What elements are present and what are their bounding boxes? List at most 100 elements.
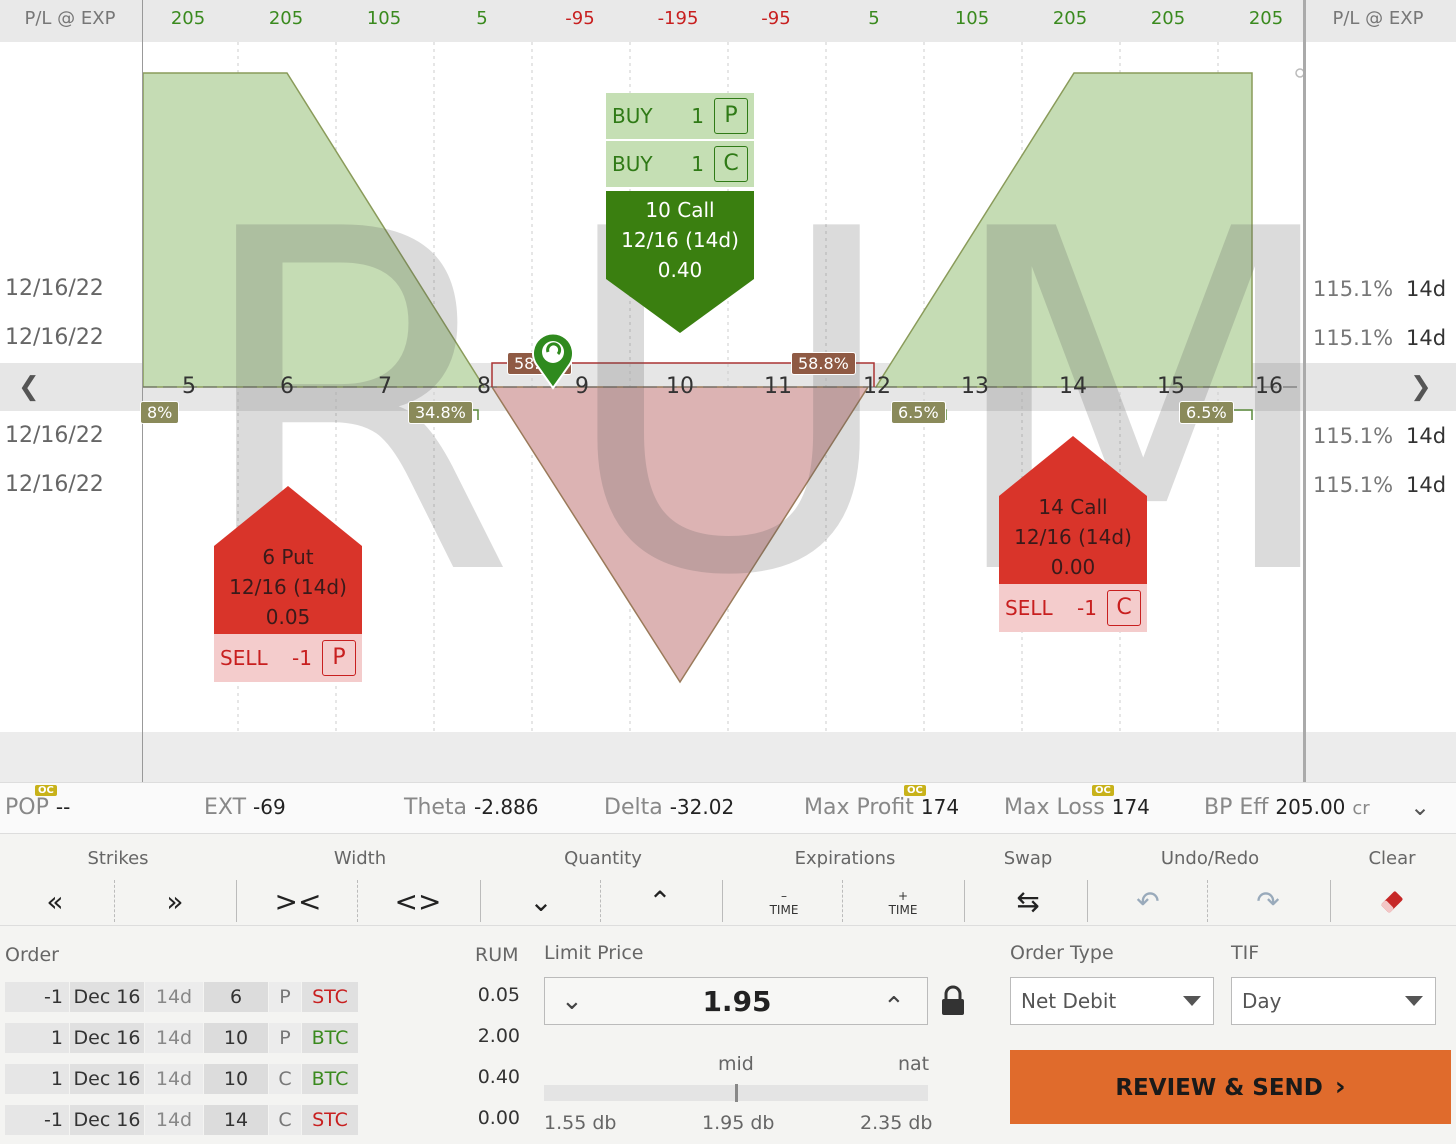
leg-row-sell-put[interactable]: SELL -1 P: [214, 634, 362, 682]
leg-row-buy-call[interactable]: BUY 1 C: [606, 141, 754, 189]
order-leg-row[interactable]: -1 Dec 16 14d 6 P STC: [5, 982, 359, 1012]
limit-price-value[interactable]: 1.95: [702, 985, 772, 1018]
exp-iv-2: 115.1%: [1313, 326, 1394, 350]
leg-strike-cell[interactable]: 14: [204, 1105, 268, 1135]
exp-dte-1: 14d: [1406, 277, 1447, 301]
pl-value: -95: [565, 8, 595, 29]
leg-type-cell[interactable]: C: [269, 1105, 301, 1135]
leg-action-cell[interactable]: STC: [302, 1105, 358, 1135]
swap-arrows-icon[interactable]: ⇆: [1016, 885, 1040, 918]
time-plus-button[interactable]: + TIME: [873, 884, 933, 920]
exp-date-1[interactable]: 12/16/22: [5, 276, 104, 301]
leg-type-call[interactable]: C: [714, 146, 748, 182]
order-leg-row[interactable]: 1 Dec 16 14d 10 P BTC: [5, 1023, 359, 1053]
chevron-right-icon[interactable]: ❯: [1410, 372, 1432, 402]
strike-label[interactable]: 9: [575, 374, 589, 399]
pl-value: 205: [1150, 8, 1186, 29]
quantity-increase-chevron-up-icon[interactable]: ⌃: [648, 885, 672, 918]
leg-dte-cell[interactable]: 14d: [145, 982, 203, 1012]
quantity-decrease-chevron-down-icon[interactable]: ⌄: [529, 885, 553, 918]
eraser-icon[interactable]: [1362, 884, 1422, 920]
review-send-button[interactable]: REVIEW & SEND ›: [1010, 1050, 1451, 1124]
limit-price-stepper[interactable]: 1.95 ⌄ ⌃: [544, 977, 928, 1025]
strike-label[interactable]: 8: [477, 374, 491, 399]
limit-decrease-chevron-down-icon[interactable]: ⌄: [561, 986, 583, 1016]
leg-type-cell[interactable]: C: [269, 1064, 301, 1094]
width-narrow-icon[interactable]: ><: [274, 885, 322, 918]
exp-date-3[interactable]: 12/16/22: [5, 423, 104, 448]
width-widen-icon[interactable]: <>: [394, 885, 442, 918]
leg-action: SELL: [1005, 596, 1053, 620]
redo-arrow-icon[interactable]: ↷: [1256, 885, 1280, 918]
leg-qty-cell[interactable]: 1: [5, 1023, 69, 1053]
limit-increase-chevron-up-icon[interactable]: ⌃: [883, 992, 905, 1022]
leg-type-call[interactable]: C: [1107, 590, 1141, 626]
leg-row-buy-put[interactable]: BUY 1 P: [606, 93, 754, 141]
time-minus-button[interactable]: – TIME: [754, 884, 814, 920]
leg-qty-cell[interactable]: 1: [5, 1064, 69, 1094]
strike-label[interactable]: 12: [863, 374, 891, 399]
strike-label[interactable]: 7: [378, 374, 392, 399]
leg-date-cell[interactable]: Dec 16: [70, 982, 144, 1012]
toolbar-label-clear: Clear: [1368, 848, 1416, 869]
leg-date-cell[interactable]: Dec 16: [70, 1064, 144, 1094]
chevron-right-icon: ›: [1334, 1072, 1346, 1102]
strike-label[interactable]: 15: [1157, 374, 1185, 399]
price-slider-thumb[interactable]: [735, 1084, 738, 1102]
leg-dte-cell[interactable]: 14d: [145, 1023, 203, 1053]
strikes-down-double-chevron-left-icon[interactable]: «: [46, 885, 64, 918]
leg-type-put[interactable]: P: [322, 640, 356, 676]
strike-label[interactable]: 6: [280, 374, 294, 399]
leg-qty-cell[interactable]: -1: [5, 1105, 69, 1135]
leg-card-6-put[interactable]: 6 Put 12/16 (14d) 0.05 SELL -1 P: [214, 486, 362, 682]
leg-expiry: 12/16 (14d): [1014, 525, 1132, 549]
leg-type-cell[interactable]: P: [269, 982, 301, 1012]
expand-stats-chevron-down-icon[interactable]: ⌄: [1410, 793, 1431, 821]
leg-dte-cell[interactable]: 14d: [145, 1064, 203, 1094]
exp-iv-3: 115.1%: [1313, 424, 1394, 448]
order-leg-row[interactable]: 1 Dec 16 14d 10 C BTC: [5, 1064, 359, 1094]
leg-strike-cell[interactable]: 10: [204, 1023, 268, 1053]
leg-row-sell-call[interactable]: SELL -1 C: [999, 584, 1147, 632]
strikes-up-double-chevron-right-icon[interactable]: »: [166, 885, 184, 918]
undo-arrow-icon[interactable]: ↶: [1136, 885, 1160, 918]
strike-label[interactable]: 10: [666, 374, 694, 399]
leg-action-cell[interactable]: BTC: [302, 1064, 358, 1094]
strike-label[interactable]: 5: [182, 374, 196, 399]
leg-strike-cell[interactable]: 10: [204, 1064, 268, 1094]
exp-date-4[interactable]: 12/16/22: [5, 472, 104, 497]
prob-badge-right-inner: 6.5%: [891, 401, 946, 424]
leg-action-cell[interactable]: STC: [302, 982, 358, 1012]
risk-chart[interactable]: P/L @ EXP P/L @ EXP 205 205 105 5 -95 -195 -95…: [0, 0, 1456, 782]
exp-date-2[interactable]: 12/16/22: [5, 325, 104, 350]
stat-ext: EXT -69: [204, 795, 286, 820]
leg-date-cell[interactable]: Dec 16: [70, 1023, 144, 1053]
leg-action: BUY: [612, 152, 653, 176]
leg-qty-cell[interactable]: -1: [5, 982, 69, 1012]
prob-badge-left-cut: 8%: [140, 401, 180, 424]
leg-card-10-strike[interactable]: BUY 1 P BUY 1 C 10 Call 12/16 (14d) 0.40: [606, 93, 754, 333]
stat-bp-eff: BP Eff 205.00 cr: [1204, 795, 1370, 820]
leg-type-cell[interactable]: P: [269, 1023, 301, 1053]
strike-label[interactable]: 14: [1059, 374, 1087, 399]
tif-select[interactable]: Day: [1231, 977, 1436, 1025]
leg-body-14-call: 14 Call 12/16 (14d) 0.00: [999, 436, 1147, 584]
toolbar-label-undo-redo: Undo/Redo: [1160, 848, 1260, 869]
strike-label[interactable]: 16: [1255, 374, 1283, 399]
lock-icon[interactable]: [940, 985, 966, 1017]
order-type-select[interactable]: Net Debit: [1010, 977, 1214, 1025]
order-leg-row[interactable]: -1 Dec 16 14d 14 C STC: [5, 1105, 359, 1135]
strike-label[interactable]: 11: [764, 374, 792, 399]
stat-theta: Theta -2.886: [404, 795, 539, 820]
leg-type-put[interactable]: P: [714, 98, 748, 134]
leg-card-14-call[interactable]: 14 Call 12/16 (14d) 0.00 SELL -1 C: [999, 436, 1147, 632]
leg-action-cell[interactable]: BTC: [302, 1023, 358, 1053]
strike-label[interactable]: 13: [961, 374, 989, 399]
profit-area-left: [142, 72, 486, 388]
leg-date-cell[interactable]: Dec 16: [70, 1105, 144, 1135]
underlying-price-marker-icon[interactable]: [528, 330, 578, 390]
leg-strike-cell[interactable]: 6: [204, 982, 268, 1012]
stat-label: POP: [5, 795, 49, 820]
leg-dte-cell[interactable]: 14d: [145, 1105, 203, 1135]
chevron-left-icon[interactable]: ❮: [18, 372, 40, 402]
